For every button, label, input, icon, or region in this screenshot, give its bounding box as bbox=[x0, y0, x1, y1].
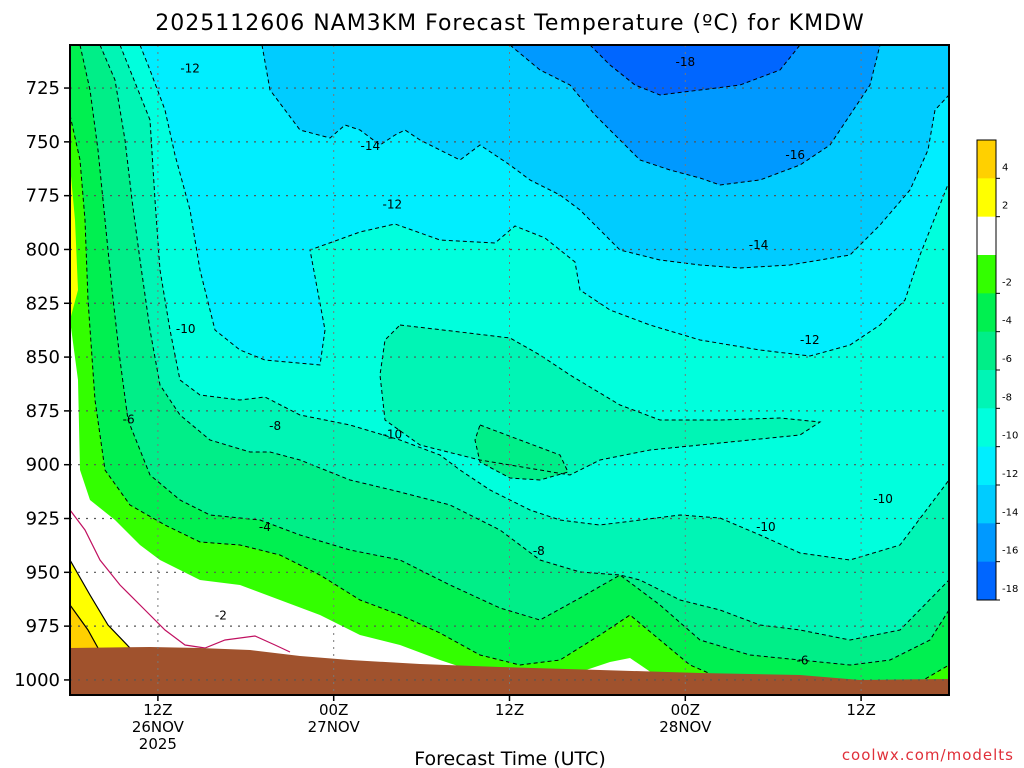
y-tick-label: 850 bbox=[26, 347, 60, 368]
colorbar-swatch bbox=[977, 446, 996, 486]
colorbar-label: -14 bbox=[1002, 507, 1018, 518]
contour-line bbox=[474, 424, 569, 481]
colorbar-swatch bbox=[977, 293, 996, 333]
contour-line bbox=[509, 45, 881, 186]
colorbar-swatch bbox=[977, 331, 996, 371]
colorbar-swatch bbox=[977, 485, 996, 524]
y-tick-label: 950 bbox=[26, 562, 60, 583]
y-tick-label: 900 bbox=[26, 455, 60, 476]
x-axis-label: Forecast Time (UTC) bbox=[414, 748, 605, 768]
contour-label: -2 bbox=[215, 608, 227, 622]
chart-title: 2025112606 NAM3KM Forecast Temperature (… bbox=[155, 11, 865, 36]
y-tick-label: 825 bbox=[26, 293, 60, 314]
y-tick-label: 975 bbox=[26, 616, 60, 637]
y-axis: 725 750 775 800 825 850 875 900 925 950 975 1000 bbox=[14, 78, 70, 691]
contour-label: -12 bbox=[800, 333, 820, 347]
contour-line bbox=[379, 324, 822, 476]
colorbar-swatch bbox=[977, 408, 996, 448]
contour-label: -10 bbox=[756, 520, 776, 534]
colorbar-label: 4 bbox=[1002, 162, 1008, 173]
contour-lines bbox=[70, 45, 949, 684]
contour-label: -8 bbox=[269, 419, 281, 433]
band-minus-6-to-minus-4 bbox=[70, 45, 949, 695]
contour-label: -10 bbox=[382, 428, 402, 442]
colorbar-swatch bbox=[977, 255, 996, 294]
y-tick-label: 925 bbox=[26, 509, 60, 530]
x-tick-label: 12Z bbox=[143, 701, 172, 719]
colorbar-label: -18 bbox=[1002, 584, 1018, 595]
colorbar-label: -16 bbox=[1002, 546, 1018, 557]
temperature-field: -18 -16 -14 -14 -12 -12 -12 -10 -10 -10 -10 -8 -8 -6 -… bbox=[70, 45, 949, 695]
contour-label: -16 bbox=[785, 148, 805, 162]
colorbar-swatch bbox=[977, 370, 996, 409]
colorbar-swatch bbox=[977, 523, 996, 563]
contour-label: -8 bbox=[533, 544, 545, 558]
colorbar-swatch bbox=[977, 561, 996, 601]
x-tick-label: 28NOV bbox=[659, 718, 712, 736]
contour-line bbox=[589, 45, 801, 96]
contour-line bbox=[70, 114, 949, 684]
contour-label: -14 bbox=[749, 238, 769, 252]
colorbar-label: -2 bbox=[1002, 277, 1012, 288]
colorbar-swatch bbox=[977, 178, 996, 218]
contour-label: -12 bbox=[382, 197, 402, 211]
contour-labels: -18 -16 -14 -14 -12 -12 -12 -10 -10 -10 -10 -8 -8 -6 -… bbox=[123, 55, 893, 668]
contour-label: -10 bbox=[873, 492, 893, 506]
colorbar-label: 2 bbox=[1002, 201, 1008, 212]
colorbar-label: -10 bbox=[1002, 431, 1018, 442]
colorbar-label: -12 bbox=[1002, 469, 1018, 480]
band-2-to-4 bbox=[70, 165, 130, 648]
contour-label: -6 bbox=[123, 413, 135, 427]
solid-contours bbox=[70, 509, 291, 653]
x-tick-label: 00Z bbox=[671, 701, 700, 719]
credit-text: coolwx.com/modelts bbox=[842, 746, 1014, 764]
contour-label: -10 bbox=[176, 322, 196, 336]
ground-surface bbox=[70, 647, 949, 695]
plus-four-isotherm bbox=[70, 604, 99, 649]
colorbar-label: -8 bbox=[1002, 392, 1012, 403]
x-tick-label: 27NOV bbox=[308, 718, 361, 736]
x-tick-label: 26NOV bbox=[132, 718, 185, 736]
y-tick-label: 875 bbox=[26, 401, 60, 422]
contour-label: -18 bbox=[675, 55, 695, 69]
band-4-to-6 bbox=[70, 605, 98, 648]
island-minus-8-to-minus-6 bbox=[475, 425, 568, 480]
y-tick-label: 775 bbox=[26, 186, 60, 207]
blue-below-minus-18 bbox=[590, 45, 800, 95]
contour-label: -6 bbox=[797, 654, 809, 668]
contour-line bbox=[139, 45, 949, 366]
contour-line bbox=[119, 45, 949, 561]
contour-line bbox=[99, 45, 949, 641]
y-tick-label: 725 bbox=[26, 78, 60, 99]
y-tick-label: 1000 bbox=[14, 670, 60, 691]
x-tick-label: 2025 bbox=[139, 735, 177, 753]
contour-label: -12 bbox=[180, 62, 200, 76]
y-tick-label: 750 bbox=[26, 132, 60, 153]
x-tick-label: 12Z bbox=[495, 701, 524, 719]
contour-label: -14 bbox=[361, 139, 381, 153]
colorbar-swatch bbox=[977, 140, 996, 179]
plus-two-isotherm bbox=[70, 559, 131, 649]
contour-line bbox=[261, 45, 949, 269]
colorbar-label: -6 bbox=[1002, 354, 1012, 365]
contour-label: -4 bbox=[259, 520, 271, 534]
x-tick-label: 00Z bbox=[319, 701, 348, 719]
zero-isotherm bbox=[70, 509, 291, 653]
x-tick-label: 12Z bbox=[846, 701, 875, 719]
colorbar: 4 2 -2 -4 -6 -8 -10 -12 -14 -16 -18 bbox=[976, 139, 1018, 601]
y-tick-label: 800 bbox=[26, 239, 60, 260]
blue-minus-16-to-minus-18 bbox=[510, 45, 880, 185]
colorbar-label: -4 bbox=[1002, 316, 1012, 327]
colorbar-swatch bbox=[977, 216, 996, 256]
